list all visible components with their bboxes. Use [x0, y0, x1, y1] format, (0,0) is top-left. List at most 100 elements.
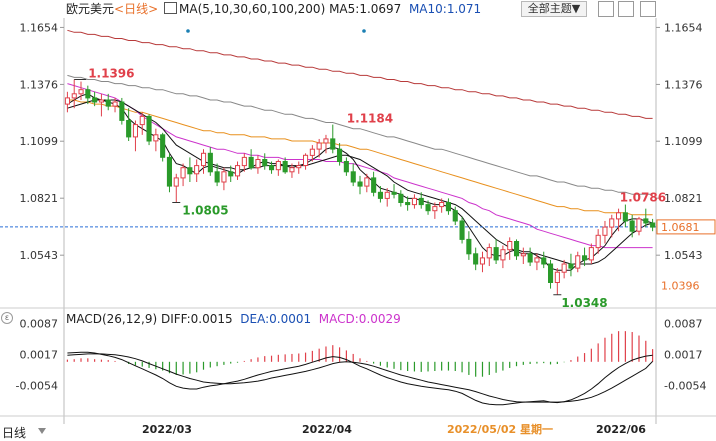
candle-body	[609, 218, 615, 228]
period-tab[interactable]: 日线	[2, 426, 27, 440]
candle-body	[337, 148, 343, 162]
chevron-down-icon[interactable]	[38, 428, 46, 434]
candle-body	[459, 220, 465, 240]
current-price-value: 1.0681	[661, 221, 700, 234]
ma-params: MA(5,10,30,60,100,200)	[179, 2, 326, 16]
candle-body	[629, 220, 635, 232]
ma10-line	[67, 99, 653, 265]
candle-body	[486, 247, 492, 259]
candle-body	[64, 97, 71, 105]
candle-body	[371, 177, 377, 193]
price-annotation: 1.0786	[620, 191, 666, 205]
candle-body	[282, 161, 288, 173]
candle-body	[554, 271, 560, 284]
ma30-line	[67, 83, 653, 249]
candle-body	[98, 99, 105, 103]
x-axis-label: 2022/03	[142, 423, 192, 436]
candle-body	[187, 167, 193, 175]
theme-button[interactable]: 全部主题▼	[521, 1, 587, 17]
price-tick-right: 1.1099	[664, 135, 703, 148]
ma10-value: MA10:1.071	[408, 2, 482, 16]
candle-body	[473, 253, 479, 265]
candle-body	[160, 134, 166, 158]
candle-body	[398, 193, 404, 204]
price-tick-left: 1.0821	[20, 192, 59, 205]
candle-body	[582, 255, 588, 261]
candle-body	[92, 97, 98, 103]
candle-body	[132, 124, 138, 138]
candle-body	[364, 177, 370, 187]
chart-header: 欧元美元<日线> MA(5,10,30,60,100,200) MA5:1.06…	[0, 0, 716, 18]
candle-body	[514, 241, 520, 257]
candle-body	[105, 99, 111, 107]
candle-body	[650, 222, 656, 228]
candle-body	[235, 165, 241, 177]
x-axis-label: 2022/04	[302, 423, 352, 436]
candle-body	[119, 101, 125, 121]
candle-body	[643, 218, 649, 224]
candle-body	[636, 218, 642, 232]
candle-body	[303, 154, 309, 167]
macd-tick-right: 0.0017	[664, 348, 703, 361]
candle-body	[139, 115, 145, 126]
candle-body	[201, 152, 207, 167]
ma200-line	[67, 29, 653, 119]
candle-body	[262, 159, 268, 167]
macd-tick-right: -0.0054	[664, 379, 706, 392]
macd-tick-left: 0.0017	[20, 348, 59, 361]
candle-body	[541, 257, 547, 265]
candle-body	[316, 142, 322, 150]
candle-body	[78, 89, 84, 95]
candle-body	[466, 238, 472, 255]
candle-body	[534, 257, 540, 263]
candle-body	[330, 138, 336, 150]
restore-icon[interactable]	[598, 1, 614, 17]
symbol-title[interactable]: 欧元美元<日线>	[66, 0, 158, 18]
settings-icon[interactable]	[640, 1, 656, 17]
price-annotation: 1.1396	[88, 67, 134, 81]
event-marker	[362, 29, 366, 33]
price-tick-left: 1.0543	[20, 249, 59, 262]
period-selector[interactable]: <日线>	[114, 2, 159, 16]
candle-body	[602, 226, 608, 236]
candle-body	[275, 161, 281, 171]
candle-body	[405, 202, 411, 206]
price-tick-right: 1.0543	[664, 249, 703, 262]
candle-body	[221, 171, 227, 183]
candle-body	[616, 212, 622, 220]
candle-body	[479, 257, 485, 265]
ma-legend: MA(5,10,30,60,100,200) MA5:1.0697 MA10:1…	[164, 0, 481, 18]
price-annotation: 1.0805	[182, 204, 228, 218]
ma-settings-icon[interactable]	[164, 2, 177, 14]
dea-line	[67, 353, 653, 403]
candle-body	[500, 249, 506, 261]
candle-body	[588, 247, 594, 261]
candle-body	[432, 206, 438, 212]
candle-body	[112, 101, 118, 107]
macd-header: MACD(26,12,9) DIFF:0.0015 DEA:0.0001 MAC…	[0, 310, 401, 328]
low-price-value: 1.0396	[661, 279, 700, 292]
macd-tick-left: 0.0087	[20, 318, 59, 331]
candle-body	[452, 210, 458, 222]
candle-body	[384, 191, 390, 199]
event-marker	[186, 29, 190, 33]
indicator-icon[interactable]: ε	[1, 312, 13, 324]
price-tick-left: 1.1376	[20, 78, 59, 91]
candle-body	[575, 255, 581, 269]
candle-body	[507, 241, 513, 251]
macd-tick-right: 0.0087	[664, 318, 703, 331]
candle-body	[207, 152, 213, 173]
macd-params: MACD(26,12,9)	[66, 312, 158, 326]
candle-body	[439, 202, 445, 208]
candle-body	[166, 156, 172, 187]
diff-value: DIFF:0.0015	[160, 312, 233, 326]
candle-body	[445, 202, 451, 212]
candle-body	[561, 263, 567, 273]
candle-body	[269, 165, 275, 171]
candle-body	[180, 167, 186, 179]
candle-body	[343, 161, 349, 173]
candle-body	[85, 89, 91, 99]
zoom-icon[interactable]	[618, 1, 634, 17]
candle-body	[548, 263, 554, 283]
